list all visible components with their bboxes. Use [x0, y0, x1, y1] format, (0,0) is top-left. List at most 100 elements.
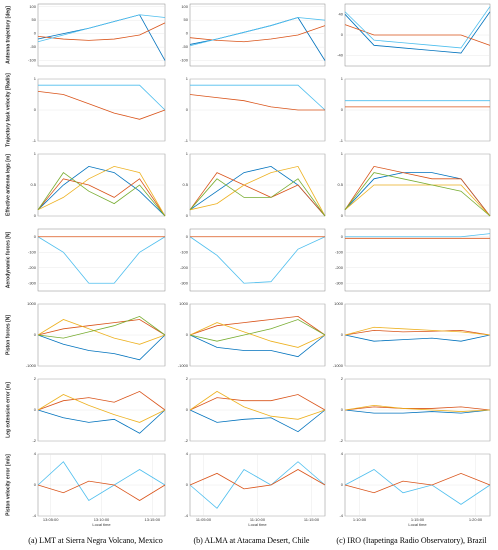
y-tick-label: 1 [341, 151, 344, 156]
y-tick-label: -300 [28, 280, 37, 285]
series-line [189, 409, 326, 433]
y-tick-label: -200 [335, 265, 344, 270]
series-line [189, 165, 326, 217]
series-line [190, 84, 326, 111]
y-tick-label: 2 [186, 376, 189, 381]
y-tick-label: 1000 [179, 301, 189, 306]
series-line [344, 24, 491, 46]
series-line [189, 319, 326, 342]
x-axis-label: Local time [408, 522, 427, 527]
y-tick-label: -200 [28, 265, 37, 270]
y-tick-label: 0 [341, 482, 344, 487]
caption: (b) ALMA at Atacama Desert, Chile [194, 536, 310, 545]
plot-frame [189, 228, 326, 292]
series-line [344, 11, 491, 54]
y-tick-label: 100 [181, 4, 188, 9]
y-tick-label: 0 [186, 482, 189, 487]
series-line [38, 84, 166, 111]
y-tick-label: -50 [182, 44, 189, 49]
y-tick-label: -2 [32, 438, 36, 443]
series-line [37, 22, 166, 41]
x-tick-label: 11:10:00 [250, 517, 266, 522]
series-line [37, 172, 166, 217]
x-axis-label: Local time [248, 522, 267, 527]
y-tick-label: 0 [186, 234, 189, 239]
x-tick-label: 13:15:00 [145, 517, 161, 522]
y-tick-label: 1 [34, 151, 37, 156]
series-line [189, 315, 326, 336]
series-line [345, 233, 491, 238]
series-line [37, 409, 166, 434]
series-line [344, 472, 491, 494]
y-tick-label: -100 [180, 249, 189, 254]
y-tick-label: -2 [184, 438, 188, 443]
y-tick-label: 0 [34, 107, 37, 112]
y-tick-label: -4 [32, 513, 36, 518]
y-tick-label: -4 [339, 513, 343, 518]
y-tick-label: 0 [34, 31, 37, 36]
y-tick-label: 0 [34, 332, 37, 337]
series-line [37, 390, 166, 411]
series-line [189, 394, 326, 411]
y-tick-label: -100 [180, 58, 189, 63]
y-tick-label: 50 [184, 17, 189, 22]
series-line [344, 469, 491, 505]
series-line [189, 172, 326, 217]
y-tick-label: 0 [341, 234, 344, 239]
series-line [189, 178, 326, 217]
y-tick-label: -200 [180, 265, 189, 270]
y-tick-label: 0 [186, 31, 189, 36]
y-tick-label: 0 [186, 407, 189, 412]
y-tick-label: 0.5 [30, 182, 36, 187]
series-line [344, 329, 491, 336]
y-axis-label: Aerodynamic forces [N] [5, 231, 11, 288]
series-line [37, 315, 166, 339]
y-tick-label: -100 [28, 58, 37, 63]
y-axis-label: Piston forces [N] [5, 315, 11, 355]
plot-frame [344, 228, 491, 292]
series-line [189, 469, 326, 490]
series-line [189, 322, 326, 348]
caption: (c) IRO (Itapetinga Radio Observatory), … [336, 536, 487, 545]
y-tick-label: 0 [341, 332, 344, 337]
y-axis-label: Effective antenna legs [m] [5, 154, 11, 216]
y-tick-label: 0 [186, 107, 189, 112]
y-tick-label: 0 [186, 332, 189, 337]
series-line [37, 480, 166, 501]
x-tick-label: 1:10:00 [353, 517, 367, 522]
series-line [344, 406, 491, 411]
series-line [37, 91, 166, 120]
y-tick-label: 4 [341, 451, 344, 456]
y-tick-label: -300 [180, 280, 189, 285]
y-tick-label: 0 [34, 234, 37, 239]
y-tick-label: 40 [339, 11, 344, 16]
y-tick-label: 0.5 [182, 182, 188, 187]
y-tick-label: 1 [186, 151, 189, 156]
series-line [37, 461, 166, 502]
y-axis-label: Leg extension error [m] [5, 382, 11, 438]
plot-frame [189, 3, 326, 67]
x-tick-label: 13:10:00 [94, 517, 110, 522]
y-tick-label: 1000 [27, 301, 37, 306]
series-line [37, 14, 166, 43]
y-tick-label: 0 [341, 407, 344, 412]
y-tick-label: 0 [34, 482, 37, 487]
y-tick-label: 1000 [334, 301, 344, 306]
y-tick-label: -1 [339, 138, 343, 143]
series-line [189, 236, 326, 284]
series-line [37, 334, 166, 361]
series-line [189, 390, 326, 420]
y-tick-label: 50 [32, 17, 37, 22]
series-line [189, 461, 326, 509]
y-tick-label: -40 [337, 53, 344, 58]
y-tick-label: -1 [184, 138, 188, 143]
series-line [37, 319, 166, 336]
x-tick-label: 13:05:00 [43, 517, 59, 522]
y-tick-label: 1 [341, 76, 344, 81]
series-line [189, 334, 326, 358]
y-tick-label: -1000 [178, 363, 189, 368]
y-tick-label: 4 [186, 451, 189, 456]
y-tick-label: 0 [341, 107, 344, 112]
series-line [37, 165, 166, 217]
y-tick-label: 0.5 [337, 182, 343, 187]
